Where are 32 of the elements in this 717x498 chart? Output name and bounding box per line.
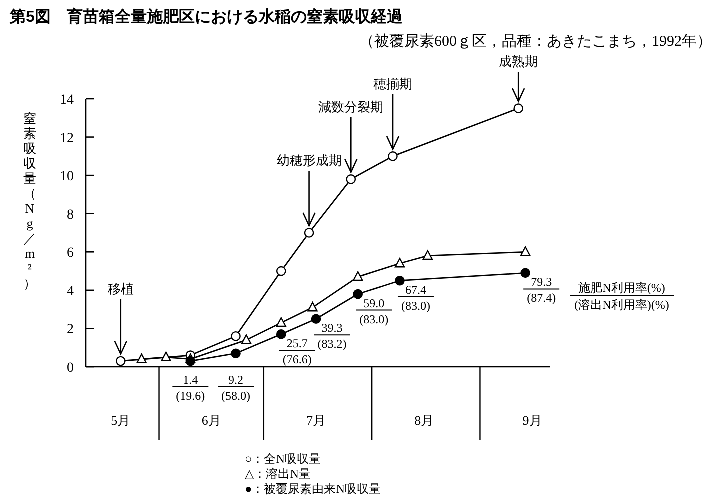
annotation: 移植 xyxy=(108,281,134,296)
y-tick-label: 2 xyxy=(67,322,74,338)
x-tick-label: 8月 xyxy=(414,413,434,428)
text: 窒素吸収量（Ng／m²） xyxy=(24,111,36,291)
y-tick-label: 14 xyxy=(60,93,74,108)
annotation: 幼穂形成期 xyxy=(276,153,342,168)
x-tick-label: 7月 xyxy=(306,413,326,428)
annotation: 9.2 (58.0) xyxy=(222,373,251,403)
y-tick-label: 0 xyxy=(67,361,74,376)
annotation: 成熟期 xyxy=(499,54,538,69)
y-tick-label: 4 xyxy=(67,284,74,300)
y-tick-label: 8 xyxy=(67,208,74,223)
annotation: 39.3 (83.2) xyxy=(318,321,347,352)
y-tick-label: 12 xyxy=(60,131,74,146)
chart-title: 第5図 育苗箱全量施肥区における水稲の窒素吸収経過 xyxy=(9,7,404,26)
x-tick-label: 6月 xyxy=(202,413,222,428)
x-tick-label: 9月 xyxy=(522,413,542,428)
annotation: 79.3 (87.4) xyxy=(527,275,556,306)
text: ○：全N吸収量 xyxy=(245,452,321,466)
annotation: 穂揃期 xyxy=(374,76,413,92)
annotation: 1.4 (19.6) xyxy=(176,373,206,403)
x-tick-label: 5月 xyxy=(111,413,131,428)
y-tick-label: 10 xyxy=(60,170,74,185)
text: ●：被覆尿素由来N吸収量 xyxy=(245,482,381,496)
annotation: 67.4 (83.0) xyxy=(401,282,430,313)
annotation: 減数分裂期 xyxy=(318,99,384,114)
text: 施肥N利用率(%) (溶出N利用率)(%) xyxy=(574,281,670,312)
chart-subtitle: （被覆尿素600ｇ区，品種：あきたこまち，1992年） xyxy=(360,33,712,50)
annotation: 59.0 (83.0) xyxy=(360,296,389,326)
text: △：溶出N量 xyxy=(245,467,311,481)
annotation: 25.7 (76.6) xyxy=(282,336,312,366)
y-tick-label: 6 xyxy=(67,246,74,262)
